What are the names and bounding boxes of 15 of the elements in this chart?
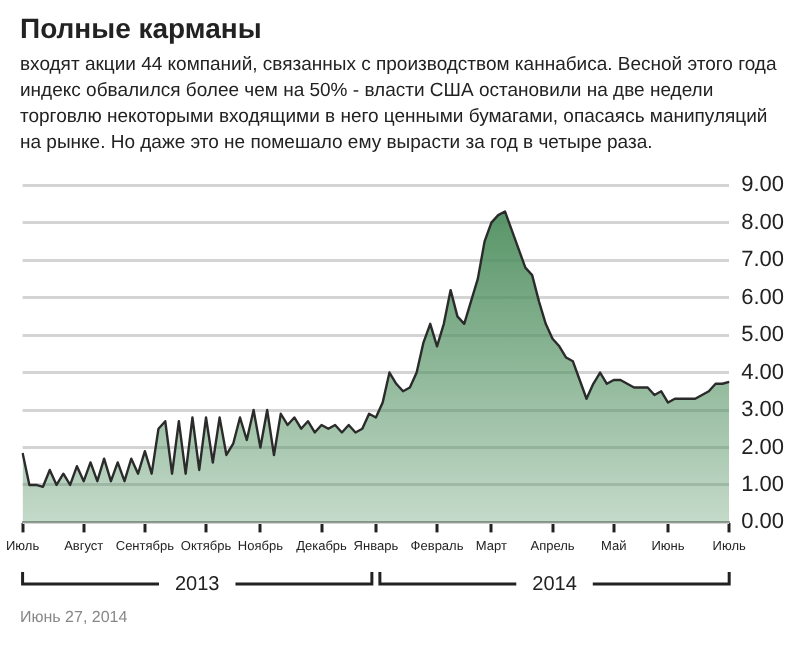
y-tick-label: 9.00 xyxy=(741,173,785,198)
text: 2014 xyxy=(532,573,578,596)
y-tick-label: 3.00 xyxy=(741,398,785,423)
chart-title: Полные карманы xyxy=(20,12,264,44)
chart-subtitle: входят акции 44 компаний, связанных с производством каннабиса. Весной этого года индекс обвалился более чем на 50% - власти США остановили на две недели торговлю некоторыми входящими в него ценными бумагами, опасаясь манипуляций на рынке. Но даже это не помешало ему вырасти за год в четыре раза. xyxy=(20,52,779,156)
y-tick-label: 1.00 xyxy=(741,473,785,497)
y-tick-label: 2.00 xyxy=(741,435,785,460)
text: Июнь 27, 2014 xyxy=(18,606,130,626)
y-tick-label: 5.00 xyxy=(741,323,785,348)
y-tick-label: 6.00 xyxy=(741,285,785,310)
text: 2013 xyxy=(174,573,221,596)
y-tick-label: 7.00 xyxy=(741,248,785,273)
y-tick-label: 4.00 xyxy=(741,360,785,385)
y-tick-label: 8.00 xyxy=(741,210,785,235)
y-tick-label: 0.00 xyxy=(741,510,785,535)
